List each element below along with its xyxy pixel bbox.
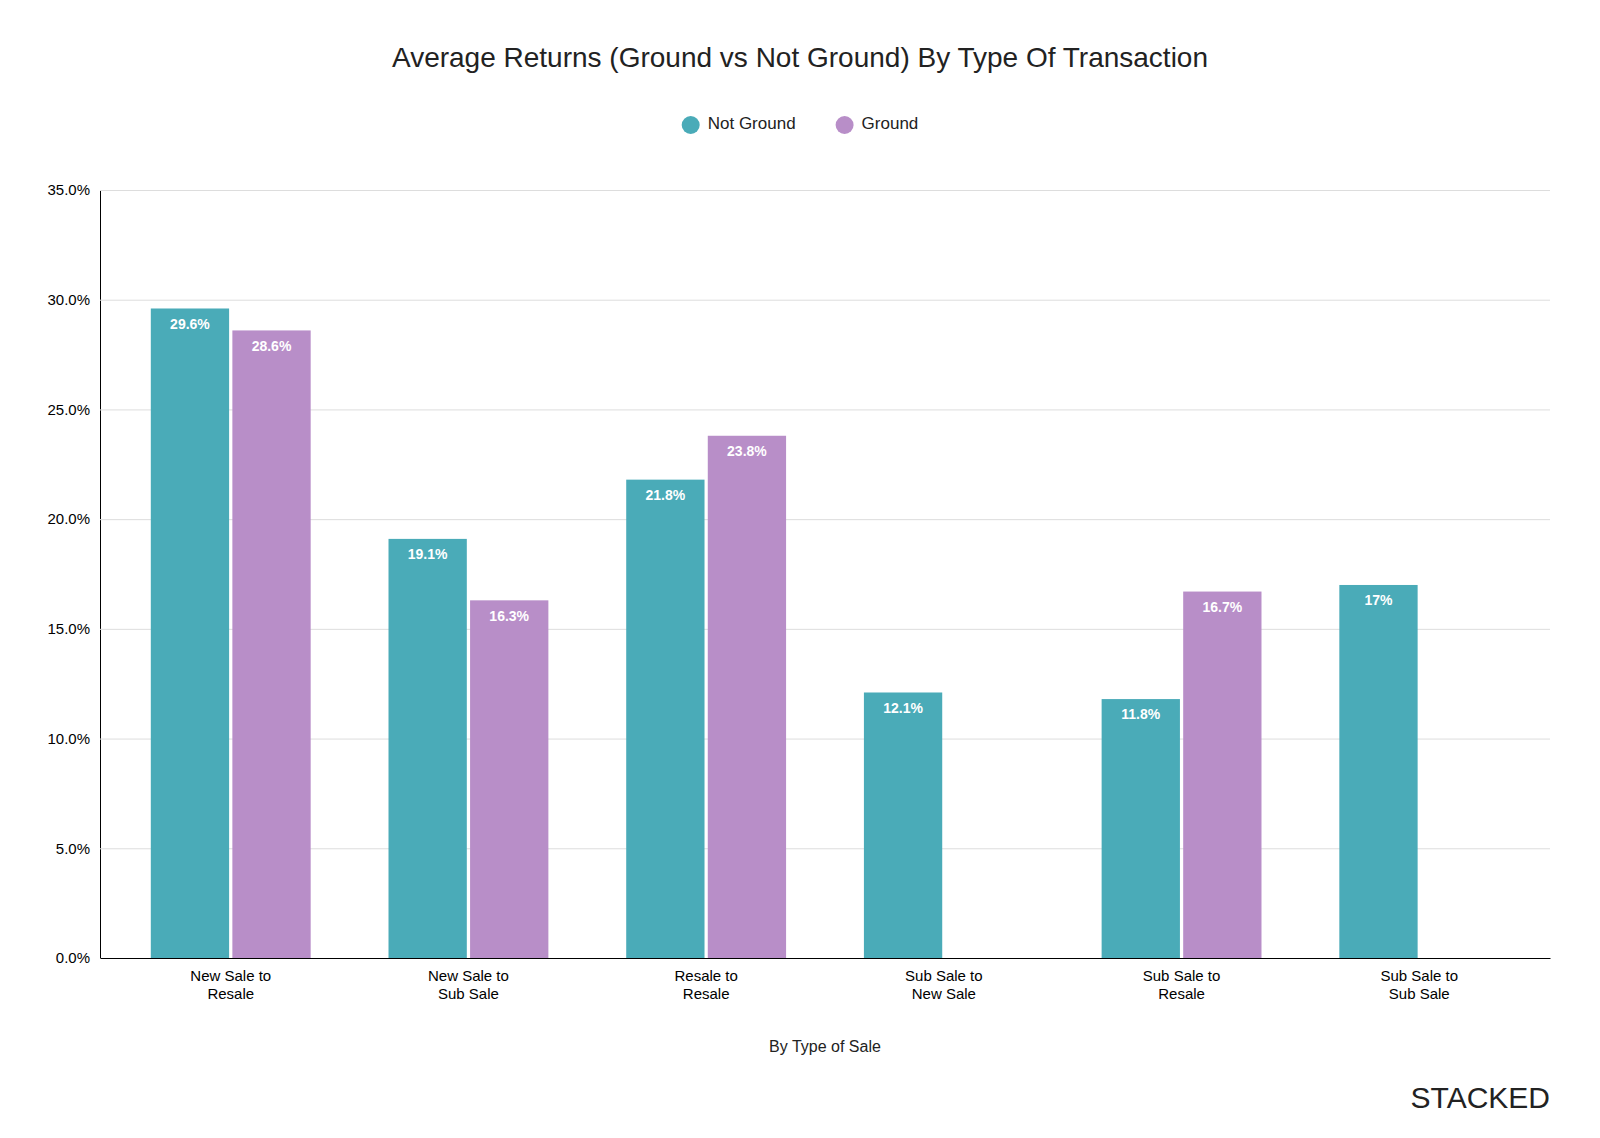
x-tick-label: New Sale toResale xyxy=(190,967,271,1002)
x-axis-line xyxy=(101,958,1551,959)
grid-line xyxy=(100,739,1550,740)
y-axis-line xyxy=(100,191,101,959)
data-label: 21.8% xyxy=(646,487,686,503)
bar xyxy=(151,308,229,958)
data-label: 16.7% xyxy=(1202,599,1242,615)
x-tick-label: Sub Sale toNew Sale xyxy=(905,967,983,1002)
data-label: 12.1% xyxy=(883,700,923,716)
bar xyxy=(1339,585,1417,958)
legend-item: Ground xyxy=(836,114,919,134)
grid-line xyxy=(100,629,1550,630)
grid-line xyxy=(100,958,1550,959)
title: Average Returns (Ground vs Not Ground) B… xyxy=(392,42,1208,73)
x-tick: New Sale toResale xyxy=(190,967,271,1002)
data-label: 16.3% xyxy=(489,608,529,624)
bar xyxy=(1183,592,1261,958)
legend-marker xyxy=(836,116,854,134)
y-tick-label: 35.0% xyxy=(47,181,90,198)
bar xyxy=(470,600,548,958)
y-tick-label: 20.0% xyxy=(47,510,90,527)
x-tick: Sub Sale toNew Sale xyxy=(905,967,983,1002)
legend: Not Ground Ground xyxy=(682,114,919,134)
x-tick: Sub Sale toSub Sale xyxy=(1380,967,1458,1002)
data-label: 28.6% xyxy=(252,338,292,354)
legend-item: Not Ground xyxy=(682,114,796,134)
y-tick-label: 5.0% xyxy=(56,840,90,857)
bar xyxy=(626,480,704,958)
grid-line xyxy=(100,848,1550,849)
y-tick-label: 25.0% xyxy=(47,401,90,418)
y-tick: 35.0% xyxy=(47,181,1550,198)
x-tick-label: Resale toResale xyxy=(674,967,737,1002)
data-label: 29.6% xyxy=(170,316,210,332)
legend-marker xyxy=(682,116,700,134)
x-tick-label: Sub Sale toSub Sale xyxy=(1380,967,1458,1002)
legend-label: Ground xyxy=(862,114,919,133)
x-axis: New Sale toResale New Sale toSub Sale Resa… xyxy=(101,959,1551,1002)
x-tick: Sub Sale toResale xyxy=(1143,967,1221,1002)
data-label: 23.8% xyxy=(727,443,767,459)
grid-line xyxy=(100,519,1550,520)
bar xyxy=(864,692,942,958)
data-label: 11.8% xyxy=(1121,706,1160,722)
x-tick: Resale toResale xyxy=(674,967,737,1002)
x-tick-label: Sub Sale toResale xyxy=(1143,967,1221,1002)
bar xyxy=(389,539,467,958)
y-tick-label: 0.0% xyxy=(56,949,90,966)
y-tick: 30.0% xyxy=(47,291,1550,308)
chart: Average Returns (Ground vs Not Ground) B… xyxy=(0,0,1600,1138)
grid-line xyxy=(100,409,1550,410)
bar xyxy=(1102,699,1180,958)
legend-label: Not Ground xyxy=(708,114,796,133)
y-tick-label: 30.0% xyxy=(47,291,90,308)
x-axis-title: By Type of Sale xyxy=(769,1038,881,1055)
bar xyxy=(232,330,310,958)
y-tick-label: 15.0% xyxy=(47,620,90,637)
x-tick-label: New Sale toSub Sale xyxy=(428,967,509,1002)
data-label: 19.1% xyxy=(408,546,448,562)
bars xyxy=(151,308,1418,958)
grid-line xyxy=(100,190,1550,191)
x-tick: New Sale toSub Sale xyxy=(428,967,509,1002)
bar xyxy=(708,436,786,958)
grid-line xyxy=(100,300,1550,301)
annotation: STACKED xyxy=(1411,1081,1550,1114)
data-labels: 29.6% 19.1% 21.8% 12.1% 11.8% 17% 28.6% 16.3% 23… xyxy=(170,316,1393,723)
y-axis: 0.0% 5.0% 10.0% 15.0% 20.0% 25.0% 30.0% 35.0% xyxy=(47,181,1550,966)
data-label: 17% xyxy=(1364,592,1393,608)
y-tick-label: 10.0% xyxy=(47,730,90,747)
